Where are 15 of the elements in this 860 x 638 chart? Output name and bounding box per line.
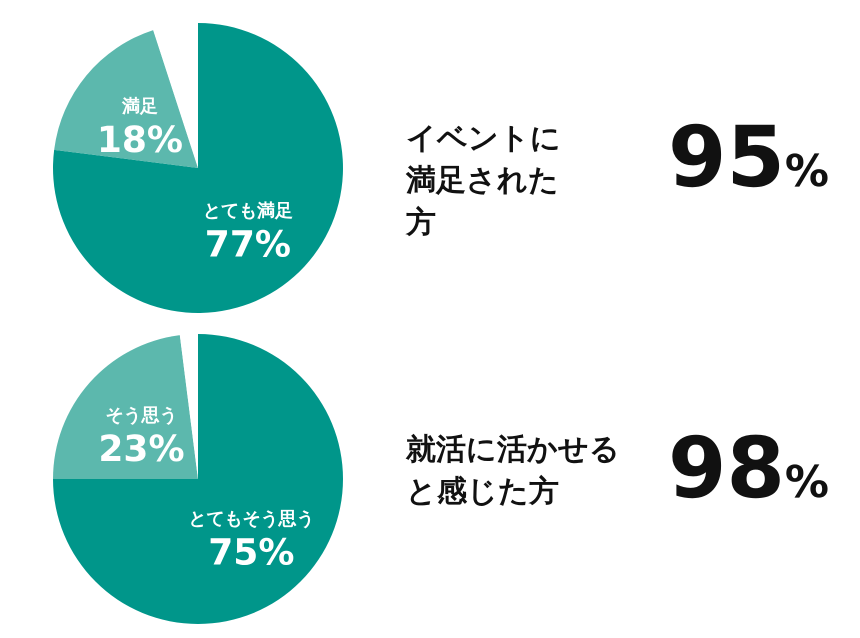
text: 98% [668, 419, 829, 517]
pie-slice [53, 335, 198, 479]
text: 就活に活かせると感じた方 [406, 431, 621, 511]
text: 95% [668, 108, 829, 206]
pie-slice [53, 334, 343, 624]
data-label: 18% [96, 120, 183, 161]
data-label: 75% [208, 532, 294, 574]
slice-label: そう思う [105, 405, 178, 426]
data-label: 77% [204, 224, 291, 266]
data-label: 23% [98, 429, 185, 470]
pie-slice [53, 23, 343, 313]
slice-label: 満足 [120, 96, 158, 117]
slice-label: とてもそう思う [188, 508, 314, 530]
slice-label: とても満足 [202, 200, 293, 222]
text: イベントに満足された方 [406, 120, 562, 242]
